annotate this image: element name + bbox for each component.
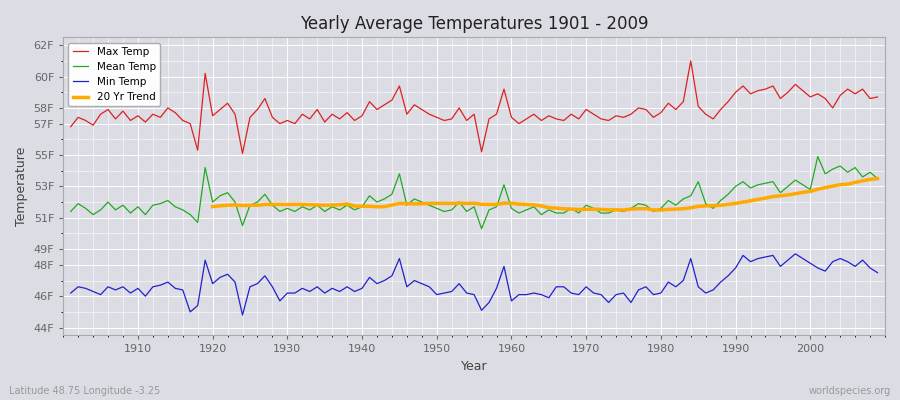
Min Temp [66, 291, 77, 296]
20 Yr Trend [782, 192, 793, 197]
Y-axis label: Temperature: Temperature [15, 147, 28, 226]
Mean Temp [290, 209, 301, 214]
Max Temp [342, 110, 353, 115]
Max Temp [686, 58, 697, 63]
Max Temp [297, 112, 308, 117]
20 Yr Trend [850, 180, 860, 185]
Min Temp [342, 284, 353, 289]
Min Temp [603, 300, 614, 305]
X-axis label: Year: Year [461, 360, 488, 373]
Text: Latitude 48.75 Longitude -3.25: Latitude 48.75 Longitude -3.25 [9, 386, 160, 396]
Min Temp [237, 313, 248, 318]
Max Temp [237, 151, 248, 156]
Max Temp [872, 94, 883, 99]
Mean Temp [334, 208, 345, 212]
Min Temp [872, 270, 883, 275]
20 Yr Trend [678, 206, 688, 211]
20 Yr Trend [297, 202, 308, 207]
Mean Temp [603, 211, 614, 216]
Min Temp [506, 298, 517, 303]
Mean Temp [66, 209, 77, 214]
Line: Max Temp: Max Temp [71, 61, 878, 154]
Line: Min Temp: Min Temp [71, 254, 878, 315]
Min Temp [297, 286, 308, 291]
Max Temp [66, 124, 77, 129]
20 Yr Trend [768, 194, 778, 199]
Legend: Max Temp, Mean Temp, Min Temp, 20 Yr Trend: Max Temp, Mean Temp, Min Temp, 20 Yr Tre… [68, 42, 160, 106]
Mean Temp [506, 206, 517, 211]
Text: worldspecies.org: worldspecies.org [809, 386, 891, 396]
20 Yr Trend [409, 202, 419, 206]
Max Temp [514, 121, 525, 126]
20 Yr Trend [618, 208, 629, 212]
Mean Temp [872, 176, 883, 181]
Mean Temp [514, 211, 525, 216]
Mean Temp [476, 226, 487, 231]
Max Temp [506, 115, 517, 120]
Min Temp [790, 252, 801, 256]
Line: 20 Yr Trend: 20 Yr Trend [212, 179, 878, 210]
Line: Mean Temp: Mean Temp [71, 156, 878, 229]
20 Yr Trend [207, 204, 218, 209]
Min Temp [514, 292, 525, 297]
Mean Temp [813, 154, 824, 159]
20 Yr Trend [872, 176, 883, 181]
Min Temp [125, 291, 136, 296]
Max Temp [603, 118, 614, 123]
Max Temp [125, 118, 136, 123]
Title: Yearly Average Temperatures 1901 - 2009: Yearly Average Temperatures 1901 - 2009 [300, 15, 648, 33]
Mean Temp [125, 211, 136, 216]
